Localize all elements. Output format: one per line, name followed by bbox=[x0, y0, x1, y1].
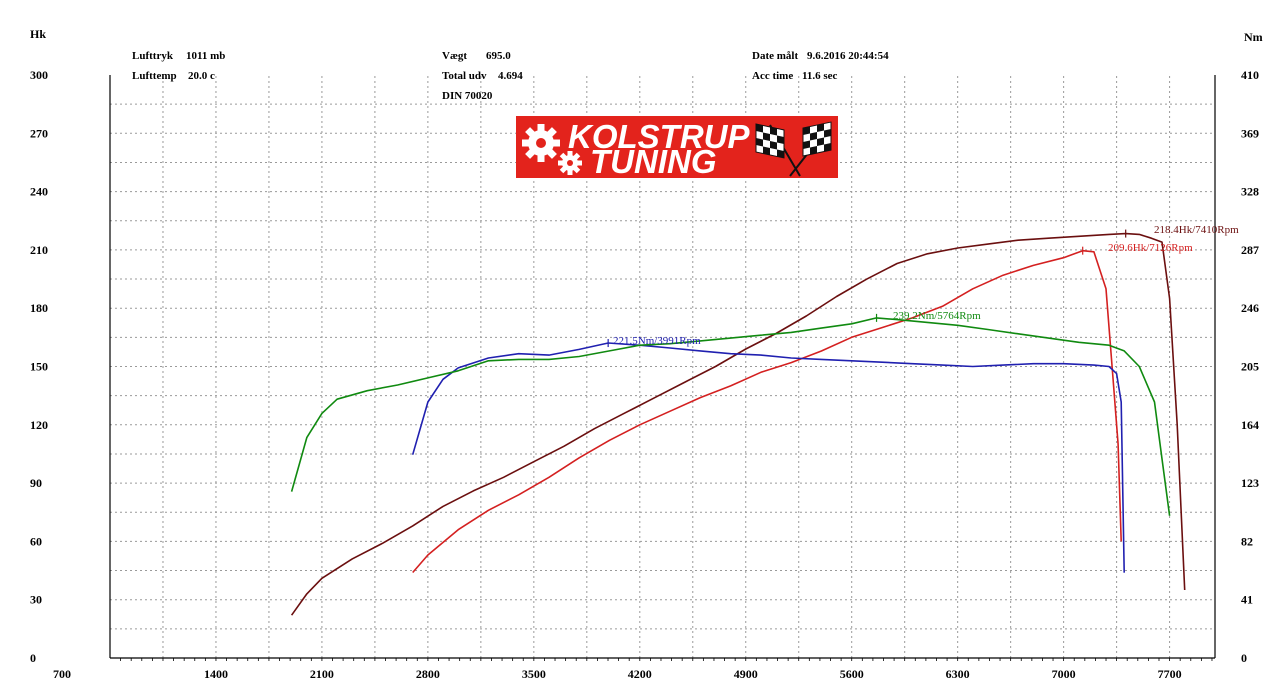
left-tick-label: 150 bbox=[30, 360, 48, 374]
total-udv-label: Total udv bbox=[442, 70, 487, 82]
right-tick-label: 82 bbox=[1241, 534, 1253, 548]
acc-time-value: 11.6 sec bbox=[802, 70, 838, 82]
peak-annotation-hp-stock: 209.6Hk/7126Rpm bbox=[1108, 242, 1193, 254]
left-tick-label: 30 bbox=[30, 593, 42, 607]
right-tick-label: 328 bbox=[1241, 185, 1259, 199]
right-tick-label: 287 bbox=[1241, 243, 1259, 257]
right-tick-label: 0 bbox=[1241, 651, 1247, 665]
date-label: Date målt bbox=[752, 50, 798, 62]
x-tick-label: 5600 bbox=[840, 667, 864, 681]
x-tick-label: 6300 bbox=[946, 667, 970, 681]
logo-line1: KOLSTRUP bbox=[568, 118, 750, 155]
vaegt-value: 695.0 bbox=[486, 50, 511, 62]
right-tick-label: 41 bbox=[1241, 593, 1253, 607]
line-torque-tuned bbox=[290, 317, 1171, 516]
total-udv-value: 4.694 bbox=[498, 70, 523, 82]
x-tick-label: 4900 bbox=[734, 667, 758, 681]
checkered-flag-icon bbox=[755, 121, 832, 177]
x-tick-label: 7700 bbox=[1158, 667, 1182, 681]
right-tick-label: 246 bbox=[1241, 301, 1259, 315]
left-tick-label: 120 bbox=[30, 418, 48, 432]
peak-annotations: 218.4Hk/7410Rpm 209.6Hk/7126Rpm 239.2Nm/… bbox=[613, 224, 1239, 347]
left-tick-label: 240 bbox=[30, 185, 48, 199]
left-tick-label: 300 bbox=[30, 68, 48, 82]
series-lines bbox=[290, 229, 1186, 616]
x-tick-label: 1400 bbox=[204, 667, 228, 681]
acc-time-label: Acc time bbox=[752, 70, 793, 82]
left-tick-label: 0 bbox=[30, 651, 36, 665]
lufttryk-label: Lufttryk bbox=[132, 50, 174, 62]
logo-line2: TUNING bbox=[590, 143, 717, 180]
lufttemp-label: Lufttemp bbox=[132, 70, 177, 82]
x-tick-label: 2800 bbox=[416, 667, 440, 681]
lufttemp-value: 20.0 c bbox=[188, 70, 215, 82]
vaegt-label: Vægt bbox=[442, 50, 467, 62]
date-value: 9.6.2016 20:44:54 bbox=[807, 50, 889, 62]
x-tick-label: 7000 bbox=[1052, 667, 1076, 681]
x-tick-label: 4200 bbox=[628, 667, 652, 681]
right-tick-label: 164 bbox=[1241, 418, 1259, 432]
axes bbox=[109, 75, 1216, 661]
right-tick-label: 205 bbox=[1241, 360, 1259, 374]
kolstrup-tuning-logo: KOLSTRUP TUNING bbox=[516, 116, 838, 180]
x-tick-label: 3500 bbox=[522, 667, 546, 681]
left-tick-label: 90 bbox=[30, 476, 42, 490]
din-standard: DIN 70020 bbox=[442, 90, 493, 102]
right-axis-label: Nm bbox=[1244, 30, 1263, 44]
left-axis-label: Hk bbox=[30, 27, 46, 41]
line-torque-stock bbox=[411, 342, 1125, 573]
gear-icon bbox=[522, 124, 582, 175]
right-tick-label: 369 bbox=[1241, 126, 1259, 140]
peak-annotation-torque-stock: 221.5Nm/3991Rpm bbox=[613, 335, 701, 347]
left-tick-label: 210 bbox=[30, 243, 48, 257]
peak-annotation-hp-tuned: 218.4Hk/7410Rpm bbox=[1154, 224, 1239, 236]
line-power-stock bbox=[412, 249, 1122, 574]
left-tick-label: 60 bbox=[30, 534, 42, 548]
tick-labels: 0 30 60 90 120 150 180 210 240 270 300 0 41 82 123 164 2… bbox=[30, 68, 1259, 681]
left-tick-label: 180 bbox=[30, 301, 48, 315]
x-tick-label: 700 bbox=[53, 667, 71, 681]
lufttryk-value: 1011 mb bbox=[186, 50, 225, 62]
line-power-tuned bbox=[290, 232, 1186, 616]
x-tick-label: 2100 bbox=[310, 667, 334, 681]
run-info: Lufttryk 1011 mb Lufttemp 20.0 c Vægt 69… bbox=[132, 50, 889, 102]
peak-annotation-torque-tuned: 239.2Nm/5764Rpm bbox=[893, 310, 981, 322]
left-tick-label: 270 bbox=[30, 126, 48, 140]
right-tick-label: 410 bbox=[1241, 68, 1259, 82]
right-tick-label: 123 bbox=[1241, 476, 1259, 490]
